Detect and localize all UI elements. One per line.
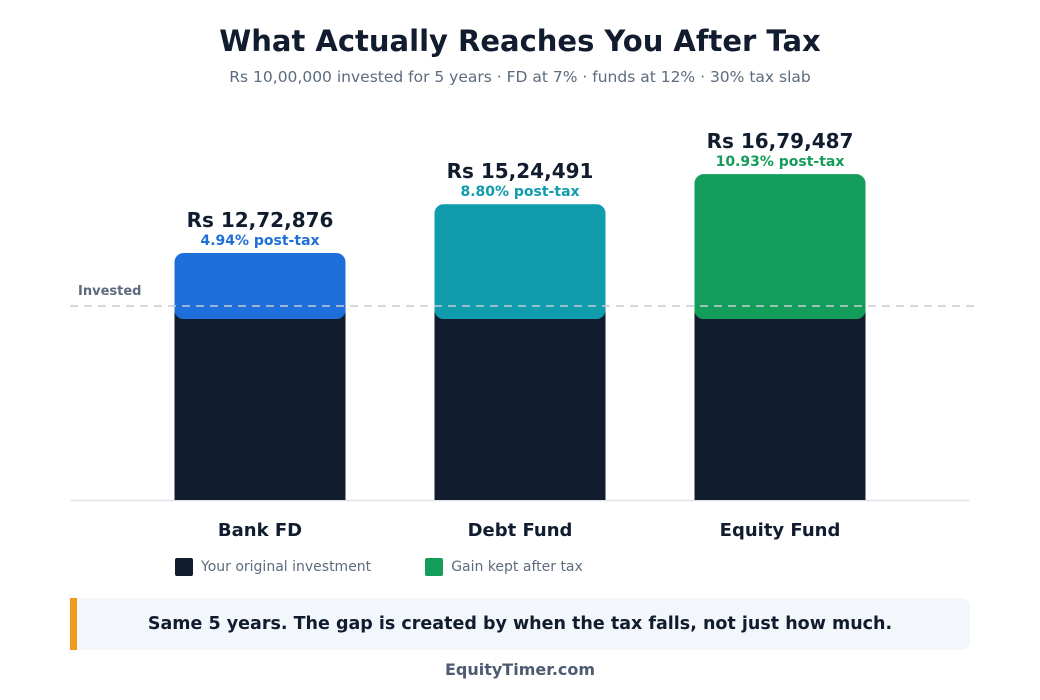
bar-rate-label: 4.94% post-tax: [200, 233, 319, 249]
bar-invested-1: [434, 306, 606, 500]
legend-label-gain: Gain kept after tax: [451, 559, 583, 575]
legend: Your original investment Gain kept after…: [175, 557, 637, 577]
bar-invested-2: [694, 306, 866, 500]
invested-line-label: Invested: [78, 284, 141, 299]
bar-gain-2: [694, 174, 866, 319]
legend-item-gain: Gain kept after tax: [425, 558, 583, 576]
bar-rate-label: 8.80% post-tax: [460, 184, 579, 200]
callout-text: Same 5 years. The gap is created by when…: [147, 614, 893, 634]
legend-swatch-investment: [175, 558, 193, 576]
bar-value-label: Rs 15,24,491: [447, 159, 594, 183]
callout-box: Same 5 years. The gap is created by when…: [70, 598, 970, 650]
category-label: Debt Fund: [468, 520, 573, 541]
category-label: Bank FD: [218, 520, 302, 541]
bar-gain-0: [174, 253, 346, 319]
bar-invested-0: [174, 306, 346, 500]
chart-subtitle: Rs 10,00,000 invested for 5 years · FD a…: [229, 68, 811, 86]
bar-gain-1: [434, 204, 606, 319]
footer-brand: EquityTimer.com: [444, 660, 596, 679]
bar-rate-label: 10.93% post-tax: [716, 154, 845, 170]
legend-item-investment: Your original investment: [175, 558, 371, 576]
category-label: Equity Fund: [720, 520, 841, 541]
bar-value-label: Rs 16,79,487: [707, 129, 854, 153]
bar-value-label: Rs 12,72,876: [187, 208, 334, 232]
legend-swatch-gain: [425, 558, 444, 576]
chart-title: What Actually Reaches You After Tax: [219, 24, 821, 58]
callout-accent-bar: [70, 598, 77, 650]
legend-label-investment: Your original investment: [201, 559, 372, 575]
